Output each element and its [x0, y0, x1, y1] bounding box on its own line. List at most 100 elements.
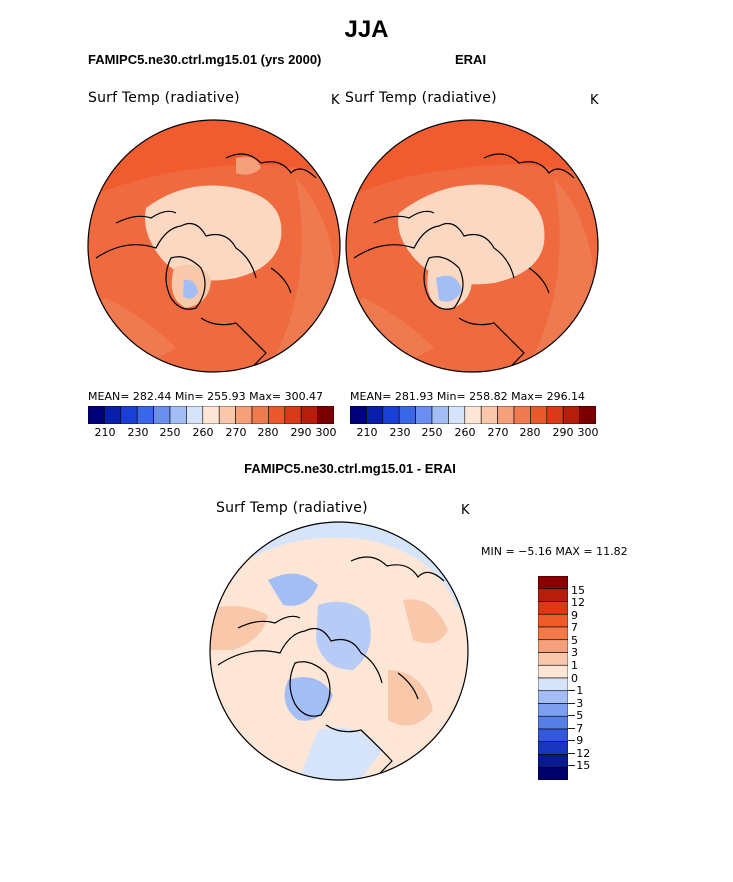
- colorbar-swatch: [538, 639, 568, 653]
- colorbar-swatch: [538, 626, 568, 641]
- coastlines: [353, 153, 575, 372]
- colorbar-swatch: [538, 613, 568, 628]
- panel-obs-label: ERAI: [455, 52, 487, 67]
- cb-model-tick: 210: [94, 426, 116, 439]
- cb-obs-tick: 280: [519, 426, 541, 439]
- colorbar-swatch: [153, 406, 171, 424]
- panel-model-units: K: [331, 93, 340, 108]
- figure-title: JJA: [344, 16, 389, 43]
- colorbar-swatch: [317, 406, 334, 424]
- cb-diff-label: −9: [567, 734, 584, 747]
- greenland-cold-patch: [183, 279, 198, 299]
- cb-diff-label: 1: [571, 659, 578, 672]
- panel-model-stats: MEAN= 282.44 Min= 255.93 Max= 300.47: [88, 390, 324, 403]
- colorbar-swatch: [169, 406, 187, 424]
- colorbar-swatch: [480, 406, 498, 424]
- panel-obs-variable: Surf Temp (radiative): [345, 90, 497, 106]
- colorbar-diff-labels: 15 12 9 7 5 3 1 0 −1 −3 −5 −7 −9 −12 −15: [567, 576, 611, 780]
- colorbar-swatch: [398, 406, 416, 424]
- cb-obs-tick: 270: [487, 426, 509, 439]
- cb-diff-label: 3: [571, 646, 578, 659]
- cb-diff-label: −1: [567, 684, 584, 697]
- colorbar-swatch: [579, 406, 596, 424]
- colorbar-swatch: [186, 406, 204, 424]
- panel-diff-variable: Surf Temp (radiative): [216, 500, 368, 516]
- cb-diff-label: −3: [567, 697, 584, 710]
- colorbar-swatch: [464, 406, 482, 424]
- colorbar-swatch: [538, 588, 568, 602]
- cb-diff-label: 5: [571, 634, 578, 647]
- panel-diff-units: K: [461, 503, 470, 518]
- cb-obs-tick: 250: [421, 426, 443, 439]
- colorbar-swatch: [530, 406, 548, 424]
- cb-diff-label: −15: [567, 759, 591, 772]
- panel-obs-stats: MEAN= 281.93 Min= 258.82 Max= 296.14: [350, 390, 586, 403]
- map-model: [87, 119, 341, 373]
- colorbar-swatch: [448, 406, 466, 424]
- colorbar-swatch: [366, 406, 384, 424]
- panel-model-variable: Surf Temp (radiative): [88, 90, 240, 106]
- map-obs-border: [345, 119, 599, 373]
- coastlines: [217, 556, 445, 780]
- greenland-cold-patch: [436, 275, 462, 302]
- colorbar-swatch: [415, 406, 433, 424]
- colorbar-swatch: [497, 406, 515, 424]
- colorbar-swatch: [218, 406, 236, 424]
- colorbar-swatch: [88, 406, 105, 424]
- colorbar-model-ticks: 210 230 250 260 270 280 290 300: [88, 426, 337, 440]
- greenland-cold-bias: [284, 677, 333, 721]
- cb-model-tick: 260: [192, 426, 214, 439]
- colorbar-swatch: [202, 406, 220, 424]
- colorbar-swatch: [120, 406, 138, 424]
- panel-diff-minmax: MIN = −5.16 MAX = 11.82: [481, 545, 628, 558]
- map-obs: [345, 119, 599, 373]
- colorbar-swatch: [538, 728, 568, 743]
- colorbar-swatch: [235, 406, 253, 424]
- arctic-cold-bias: [316, 601, 371, 670]
- cb-diff-label: −5: [567, 709, 584, 722]
- cb-model-tick: 270: [225, 426, 247, 439]
- cb-obs-tick: 210: [356, 426, 378, 439]
- map-diff: [209, 521, 469, 781]
- cb-diff-label: −12: [567, 747, 591, 760]
- cb-obs-tick: 290: [552, 426, 574, 439]
- colorbar-swatch: [562, 406, 580, 424]
- colorbar-model: [88, 406, 334, 424]
- colorbar-swatch: [538, 766, 568, 780]
- coastlines: [95, 153, 317, 372]
- cb-model-tick: 230: [127, 426, 149, 439]
- colorbar-swatch: [538, 601, 568, 615]
- map-model-border: [87, 119, 341, 373]
- colorbar-obs-ticks: 210 230 250 260 270 280 290 300: [350, 426, 599, 440]
- colorbar-swatch: [300, 406, 318, 424]
- cb-model-tick: 290: [290, 426, 312, 439]
- colorbar-swatch: [513, 406, 531, 424]
- colorbar-swatch: [538, 703, 568, 717]
- colorbar-swatch: [538, 690, 568, 704]
- colorbar-swatch: [251, 406, 269, 424]
- cb-obs-tick: 300: [577, 426, 599, 439]
- cb-diff-label: 0: [571, 672, 578, 685]
- colorbar-obs: [350, 406, 596, 424]
- colorbar-swatch: [350, 406, 367, 424]
- cb-diff-label: 7: [571, 621, 578, 634]
- colorbar-swatch: [104, 406, 122, 424]
- cb-model-tick: 300: [315, 426, 337, 439]
- colorbar-swatch: [268, 406, 286, 424]
- panel-diff-label: FAMIPC5.ne30.ctrl.mg15.01 - ERAI: [244, 461, 456, 476]
- colorbar-swatch: [538, 664, 568, 679]
- map-diff-border: [209, 521, 469, 781]
- cb-diff-label: −7: [567, 722, 584, 735]
- cb-obs-tick: 260: [454, 426, 476, 439]
- panel-model-label: FAMIPC5.ne30.ctrl.mg15.01 (yrs 2000): [88, 52, 322, 67]
- colorbar-swatch: [538, 741, 568, 755]
- colorbar-swatch: [538, 652, 568, 666]
- colorbar-swatch: [538, 754, 568, 768]
- cb-obs-tick: 230: [389, 426, 411, 439]
- cb-diff-label: 9: [571, 609, 578, 622]
- cb-model-tick: 250: [159, 426, 181, 439]
- colorbar-diff: [538, 576, 568, 780]
- colorbar-swatch: [538, 576, 568, 590]
- colorbar-swatch: [284, 406, 302, 424]
- colorbar-swatch: [538, 715, 568, 730]
